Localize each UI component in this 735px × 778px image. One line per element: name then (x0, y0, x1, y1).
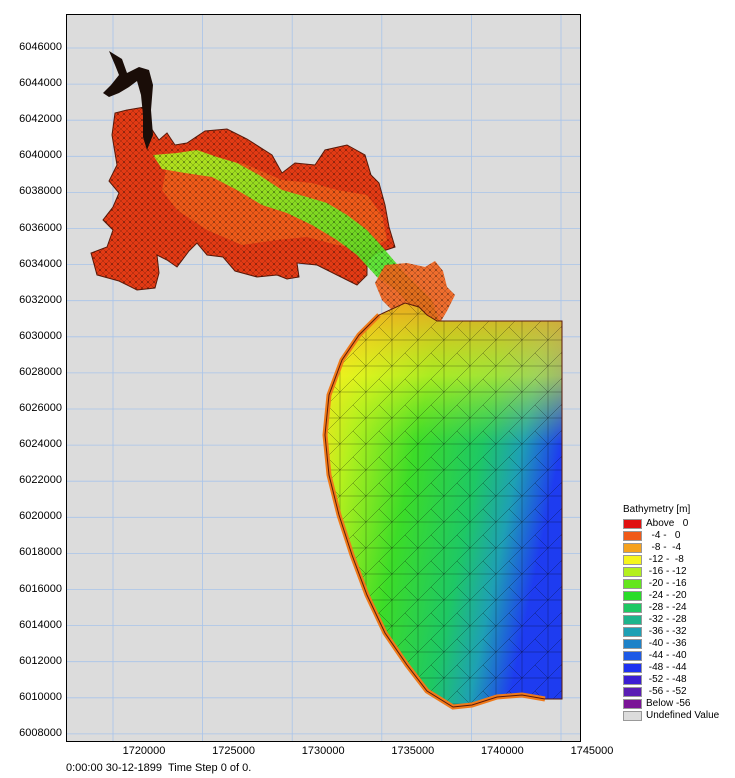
legend-swatch (623, 603, 642, 613)
legend-swatch (623, 663, 642, 673)
legend-swatch (623, 711, 642, 721)
river-channel (103, 51, 153, 150)
legend-item: -40 - -36 (623, 638, 735, 650)
legend-item: -32 - -28 (623, 614, 735, 626)
legend-item: Undefined Value (623, 710, 735, 722)
y-tick-label: 6024000 (19, 438, 62, 451)
legend-label: -40 - -36 (646, 638, 687, 649)
x-tick-label: 1740000 (480, 745, 524, 757)
y-tick-label: 6046000 (19, 41, 62, 53)
y-tick-label: 6022000 (19, 474, 62, 487)
legend-swatch (623, 687, 642, 697)
legend-swatch (623, 627, 642, 637)
legend-item: -12 - -8 (623, 554, 735, 566)
legend-label: Below -56 (646, 698, 691, 709)
y-tick-label: 6034000 (19, 257, 62, 270)
legend-label: -24 - -20 (646, 590, 687, 601)
legend-item: -4 - 0 (623, 530, 735, 542)
x-tick-label: 1720000 (122, 745, 166, 757)
y-tick-label: 6012000 (19, 654, 62, 667)
legend-label: -52 - -48 (646, 674, 687, 685)
y-tick-label: 6014000 (19, 618, 62, 631)
y-tick-label: 6042000 (19, 113, 62, 126)
legend-item: Above 0 (623, 518, 735, 530)
legend-label: -12 - -8 (646, 554, 684, 565)
legend-swatch (623, 651, 642, 661)
legend-item: -28 - -24 (623, 602, 735, 614)
x-tick-label: 1735000 (391, 745, 435, 757)
map-view[interactable] (66, 14, 581, 742)
y-tick-label: 6026000 (19, 402, 62, 414)
legend-label: -44 - -40 (646, 650, 687, 661)
y-tick-label: 6008000 (19, 726, 62, 739)
y-tick-label: 6030000 (19, 329, 62, 342)
time-step-status: 0:00:00 30-12-1899 Time Step 0 of 0. (66, 762, 252, 774)
legend-swatch (623, 555, 642, 565)
legend-item: -8 - -4 (623, 542, 735, 554)
legend-item: -20 - -16 (623, 578, 735, 590)
legend-label: -28 - -24 (646, 602, 687, 613)
legend-swatch (623, 531, 642, 541)
legend-item: -48 - -44 (623, 662, 735, 674)
legend-swatch (623, 519, 642, 529)
legend-swatch (623, 591, 642, 601)
bathymetry-legend: Bathymetry [m] Above 0 -4 - 0 -8 - -4 -1… (623, 504, 735, 722)
legend-item: -24 - -20 (623, 590, 735, 602)
legend-item: -36 - -32 (623, 626, 735, 638)
legend-item: -44 - -40 (623, 650, 735, 662)
y-tick-label: 6010000 (19, 690, 62, 703)
legend-label: -36 - -32 (646, 626, 687, 637)
legend-item: -16 - -12 (623, 566, 735, 578)
legend-label: Above 0 (646, 518, 689, 529)
legend-swatch (623, 579, 642, 589)
y-tick-label: 6018000 (19, 546, 62, 559)
legend-swatch (623, 615, 642, 625)
y-tick-label: 6044000 (19, 77, 62, 90)
y-tick-label: 6028000 (19, 365, 62, 378)
legend-swatch (623, 699, 642, 709)
legend-swatch (623, 675, 642, 685)
legend-item: -56 - -52 (623, 686, 735, 698)
x-tick-label: 1725000 (212, 745, 255, 757)
legend-item: -52 - -48 (623, 674, 735, 686)
legend-label: -20 - -16 (646, 578, 687, 589)
legend-swatch (623, 567, 642, 577)
y-tick-label: 6032000 (19, 293, 62, 306)
bathymetry-map[interactable] (67, 15, 581, 742)
legend-label: -32 - -28 (646, 614, 687, 625)
y-tick-label: 6036000 (19, 221, 62, 234)
legend-label: -16 - -12 (646, 566, 687, 577)
y-tick-label: 6040000 (19, 149, 62, 162)
legend-swatch (623, 543, 642, 553)
legend-items: Above 0 -4 - 0 -8 - -4 -12 - -8 -16 - -1… (623, 518, 735, 722)
x-tick-label: 1745000 (570, 745, 614, 757)
legend-label: -56 - -52 (646, 686, 687, 697)
x-tick-label: 1730000 (301, 745, 345, 757)
legend-title: Bathymetry [m] (623, 504, 691, 515)
y-tick-label: 6038000 (19, 185, 62, 198)
legend-item: Below -56 (623, 698, 735, 710)
legend-swatch (623, 639, 642, 649)
legend-label: -48 - -44 (646, 662, 687, 673)
y-tick-label: 6016000 (19, 582, 62, 595)
legend-label: Undefined Value (646, 710, 720, 721)
legend-label: -8 - -4 (646, 542, 682, 553)
legend-label: -4 - 0 (646, 530, 681, 541)
y-tick-label: 6020000 (19, 510, 62, 523)
